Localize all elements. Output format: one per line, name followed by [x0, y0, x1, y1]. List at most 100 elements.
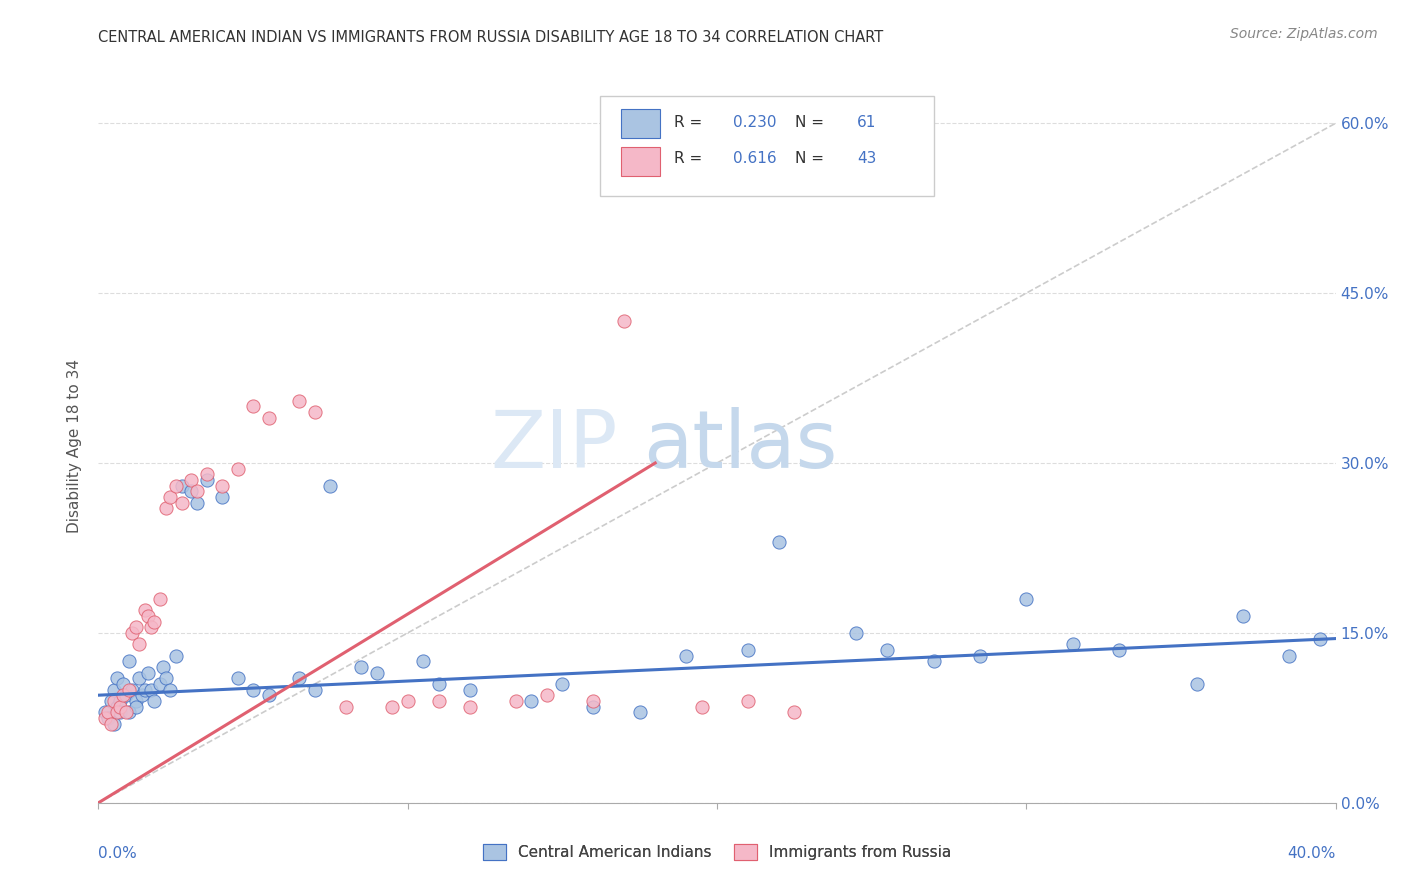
Point	[112, 677, 135, 691]
Point	[350, 660, 373, 674]
Point	[100, 716, 122, 731]
Point	[427, 694, 450, 708]
Point	[128, 671, 150, 685]
Text: 61: 61	[856, 115, 876, 130]
Point	[257, 410, 280, 425]
Point	[226, 461, 249, 475]
Point	[628, 705, 651, 719]
Point	[922, 654, 945, 668]
Text: N =: N =	[794, 151, 830, 166]
Point	[458, 699, 481, 714]
Point	[195, 467, 218, 482]
Point	[159, 682, 181, 697]
Legend: Central American Indians, Immigrants from Russia: Central American Indians, Immigrants fro…	[477, 838, 957, 866]
Point	[195, 473, 218, 487]
Point	[124, 620, 146, 634]
Point	[304, 405, 326, 419]
Point	[737, 643, 759, 657]
Point	[121, 626, 143, 640]
Point	[165, 648, 187, 663]
Text: CENTRAL AMERICAN INDIAN VS IMMIGRANTS FROM RUSSIA DISABILITY AGE 18 TO 34 CORREL: CENTRAL AMERICAN INDIAN VS IMMIGRANTS FR…	[98, 29, 883, 45]
Point	[155, 671, 177, 685]
Point	[139, 620, 162, 634]
Point	[613, 314, 636, 328]
Point	[304, 682, 326, 697]
Point	[211, 478, 233, 492]
Point	[159, 490, 181, 504]
Point	[152, 660, 174, 674]
Point	[288, 671, 311, 685]
Point	[536, 688, 558, 702]
Point	[458, 682, 481, 697]
Point	[97, 711, 120, 725]
Point	[582, 694, 605, 708]
FancyBboxPatch shape	[620, 109, 661, 137]
Point	[115, 705, 138, 719]
Point	[737, 694, 759, 708]
Text: R =: R =	[673, 151, 707, 166]
Point	[155, 501, 177, 516]
Point	[103, 682, 125, 697]
Point	[186, 484, 208, 499]
FancyBboxPatch shape	[620, 147, 661, 176]
Point	[1278, 648, 1301, 663]
Point	[427, 677, 450, 691]
Point	[134, 682, 156, 697]
Point	[845, 626, 868, 640]
Point	[1015, 591, 1038, 606]
Point	[121, 682, 143, 697]
Point	[582, 699, 605, 714]
Text: R =: R =	[673, 115, 707, 130]
Point	[211, 490, 233, 504]
Text: 0.0%: 0.0%	[98, 846, 138, 861]
Point	[105, 671, 128, 685]
Text: ZIP: ZIP	[491, 407, 619, 485]
Text: 0.616: 0.616	[733, 151, 776, 166]
Point	[520, 694, 543, 708]
Point	[783, 705, 806, 719]
Point	[93, 711, 115, 725]
Point	[143, 615, 166, 629]
Point	[103, 716, 125, 731]
Point	[1185, 677, 1208, 691]
Point	[118, 654, 141, 668]
Point	[242, 400, 264, 414]
Point	[143, 694, 166, 708]
Point	[93, 705, 115, 719]
Text: 43: 43	[856, 151, 876, 166]
Text: Source: ZipAtlas.com: Source: ZipAtlas.com	[1230, 27, 1378, 41]
Point	[1108, 643, 1130, 657]
Text: atlas: atlas	[643, 407, 837, 485]
Point	[876, 643, 898, 657]
Point	[242, 682, 264, 697]
Point	[108, 699, 131, 714]
Point	[100, 694, 122, 708]
Point	[659, 173, 682, 187]
Point	[108, 705, 131, 719]
Point	[139, 682, 162, 697]
Point	[180, 473, 202, 487]
Point	[136, 665, 159, 680]
Point	[319, 478, 342, 492]
Point	[170, 478, 193, 492]
Point	[170, 495, 193, 509]
Point	[108, 694, 131, 708]
Point	[112, 688, 135, 702]
Point	[396, 694, 419, 708]
Point	[969, 648, 991, 663]
Point	[257, 688, 280, 702]
Point	[165, 478, 187, 492]
Point	[149, 591, 172, 606]
Point	[131, 688, 153, 702]
Y-axis label: Disability Age 18 to 34: Disability Age 18 to 34	[67, 359, 83, 533]
Point	[105, 699, 128, 714]
Point	[551, 677, 574, 691]
Point	[381, 699, 404, 714]
Text: N =: N =	[794, 115, 830, 130]
Point	[124, 694, 146, 708]
Point	[768, 535, 790, 549]
Point	[105, 705, 128, 719]
Point	[118, 705, 141, 719]
Point	[136, 608, 159, 623]
Point	[134, 603, 156, 617]
